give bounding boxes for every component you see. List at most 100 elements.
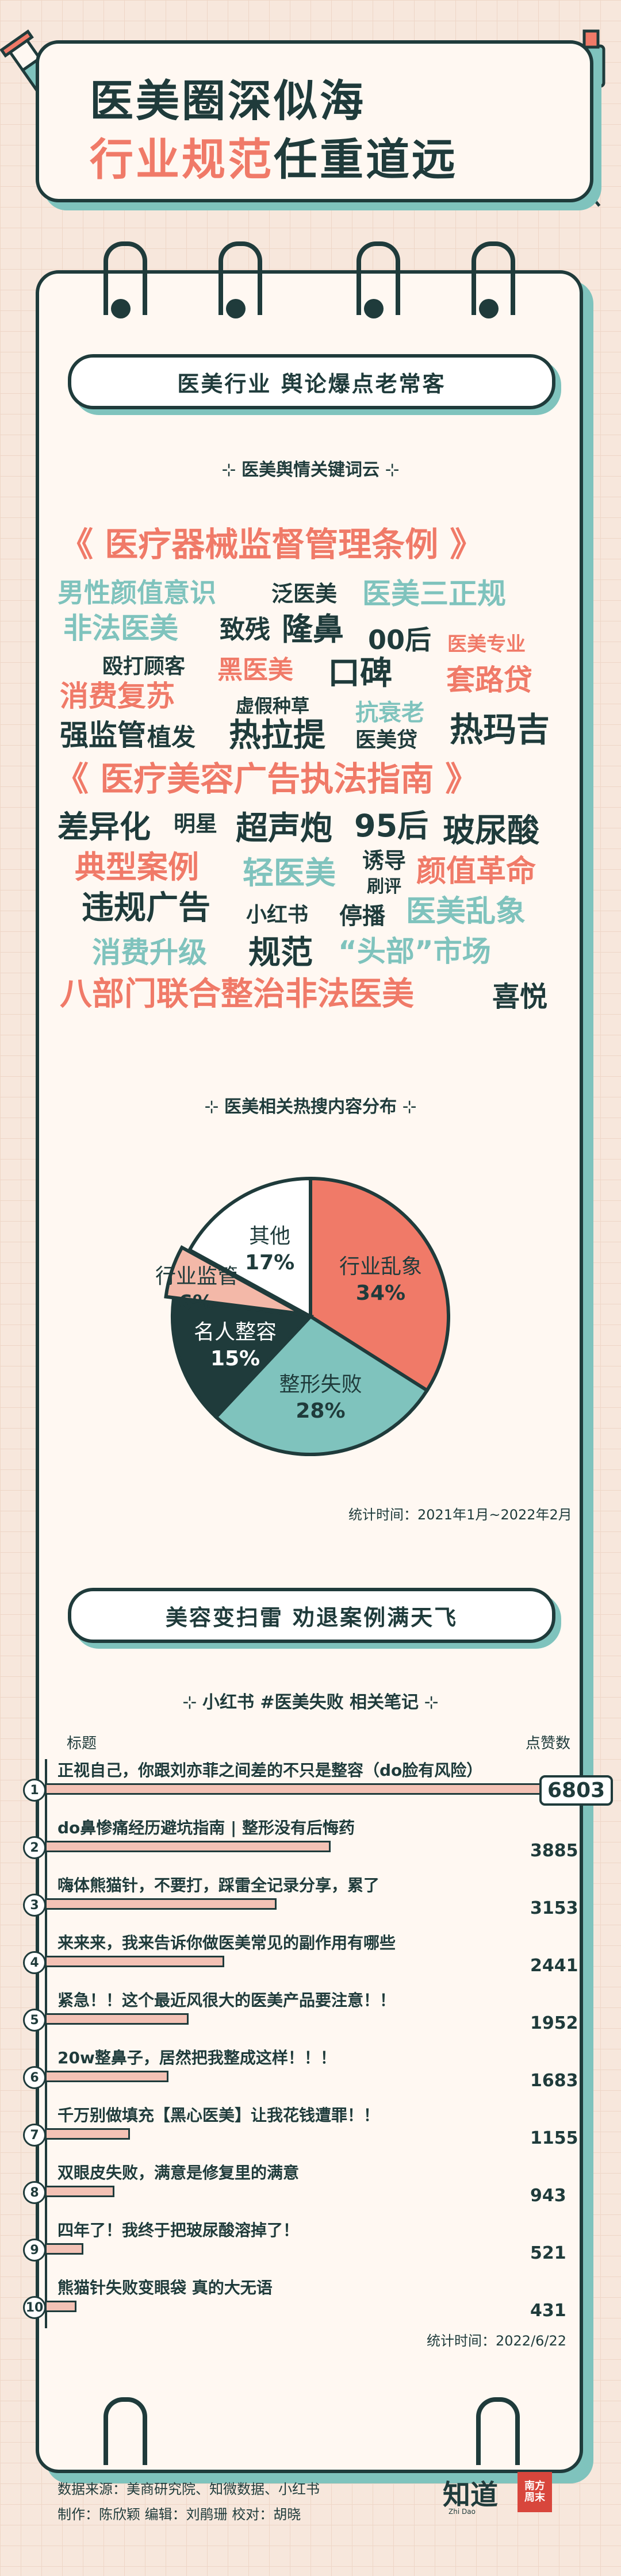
rank-number: 7 [23, 2124, 46, 2147]
pie-slice-label: 行业监管 [155, 1265, 238, 1288]
pie-slice-label: 其他 [249, 1224, 290, 1248]
bar-value: 2441 [530, 1956, 578, 1976]
pie-slice [164, 1245, 304, 1316]
barlist-heading-text: 小红书 #医美失败 相关笔记 [202, 1692, 419, 1713]
pie-heading-text: 医美相关热搜内容分布 [224, 1097, 397, 1117]
ring-hole [364, 299, 384, 318]
bar-title: 双眼皮失败，满意是修复里的满意 [57, 2163, 300, 2182]
page-title-line1: 医美圈深似海 [90, 75, 366, 126]
barlist-stat-time: 统计时间：2022/6/22 [427, 2333, 567, 2349]
cloud-word: 虚假种草 [236, 695, 310, 717]
pie-slice-label: 整形失败 [279, 1373, 362, 1396]
bar-title: 千万别做填充【黑心医美】让我花钱遭罪！！ [57, 2106, 380, 2125]
bar-value: 1683 [530, 2071, 578, 2091]
cloud-word: 超声炮 [236, 810, 332, 847]
zhidao-logo: 知道 [443, 2479, 499, 2511]
binder-ring [356, 241, 400, 315]
binder-ring [476, 2397, 520, 2465]
cloud-word: 典型案例 [75, 849, 199, 885]
binder-ring [218, 241, 262, 315]
cloud-word: 强监管 [60, 719, 146, 752]
bar-value: 3153 [530, 1898, 578, 1918]
pie-slice [171, 1297, 315, 1420]
bar [45, 2186, 114, 2197]
bar-value: 431 [530, 2301, 566, 2321]
cloud-word: 非法医美 [63, 612, 178, 645]
barlist-heading: ⊹ 小红书 #医美失败 相关笔记 ⊹ [182, 1692, 439, 1713]
bar [45, 1956, 225, 1967]
bar-title: 20w整鼻子，居然把我整成这样！！！ [57, 2048, 336, 2067]
binder-ring [471, 241, 515, 315]
cloud-word: 医美专业 [447, 633, 526, 656]
cloud-word: 明星 [174, 811, 218, 836]
cloud-word: 泛医美 [271, 581, 338, 606]
pie-slice-label: 行业乱象 [339, 1255, 422, 1279]
cloud-word: 刷评 [367, 877, 401, 897]
bar [45, 1841, 331, 1852]
bar-value: 6803 [539, 1775, 614, 1806]
ring-hole [226, 299, 246, 318]
bar [45, 2128, 130, 2140]
ring-hole [479, 299, 499, 318]
cloud-word: 隆鼻 [282, 611, 344, 647]
bar-value: 1155 [530, 2128, 578, 2148]
cloud-word: 95后 [354, 808, 429, 844]
bar-title: 熊猫针失败变眼袋 真的大无语 [57, 2278, 273, 2297]
cloud-word: 热玛吉 [450, 710, 550, 749]
cloud-word: “头部”市场 [338, 935, 491, 968]
zhidao-logo-sub: Zhi Dao [448, 2508, 476, 2516]
title-highlight: 行业规范 [90, 134, 274, 185]
col-likes: 点赞数 [526, 1735, 571, 1752]
bar-axis [45, 1759, 47, 2328]
wordcloud-heading-text: 医美舆情关键词云 [241, 460, 379, 480]
wordcloud-heading: ⊹ 医美舆情关键词云 ⊹ [221, 460, 400, 480]
bar-value: 521 [530, 2243, 566, 2263]
bar-title: 四年了！我终于把玻尿酸溶掉了！ [57, 2221, 300, 2240]
bar [45, 1783, 545, 1795]
pie-slice [187, 1176, 312, 1320]
cloud-word: 黑医美 [217, 655, 293, 685]
rank-number: 6 [23, 2066, 46, 2089]
cloud-word: 差异化 [57, 809, 151, 845]
ring-hole [111, 299, 131, 318]
binder-ring [103, 241, 147, 315]
pie-slice-value: 34% [356, 1281, 405, 1305]
cloud-word: 口碑 [328, 655, 392, 692]
bar [45, 1898, 277, 1910]
bar-title: 嗨体熊猫针，不要打，踩雷全记录分享，累了 [57, 1876, 380, 1895]
bar [45, 2301, 77, 2312]
rank-number: 2 [23, 1836, 46, 1859]
binder-ring [103, 2397, 147, 2465]
cloud-word: 医美三正规 [362, 577, 506, 611]
cloud-word: 颜值革命 [416, 854, 536, 889]
cloud-word: 八部门联合整治非法医美 [60, 976, 414, 1013]
cloud-word: 喜悦 [492, 981, 548, 1013]
cloud-word: 医美贷 [355, 728, 418, 752]
cloud-word: 致残 [220, 615, 270, 644]
bar-value: 943 [530, 2186, 566, 2206]
page-title-line2: 行业规范任重道远 [90, 124, 458, 187]
pie-slice-value: 17% [245, 1251, 294, 1274]
cloud-word: 00后 [368, 624, 432, 655]
cloud-word: 玻尿酸 [443, 812, 539, 850]
cloud-word: 轻医美 [243, 855, 336, 891]
title-card: 医美圈深似海 行业规范任重道远 [36, 40, 593, 202]
bar-value: 3885 [530, 1841, 578, 1861]
cloud-word: 《 医疗美容广告执法指南 》 [55, 759, 479, 798]
cloud-word: 抗衰老 [355, 700, 424, 726]
rank-number: 5 [23, 2009, 46, 2032]
bar-title: 来来来，我来告诉你做医美常见的副作用有哪些 [57, 1933, 396, 1952]
nanfang-logo: 南方 周末 [518, 2472, 552, 2512]
rank-number: 9 [23, 2239, 46, 2262]
cloud-word: 规范 [248, 934, 313, 972]
cloud-word: 《 医疗器械监督管理条例 》 [60, 525, 484, 564]
rank-number: 4 [23, 1951, 46, 1974]
cloud-word: 违规广告 [82, 889, 210, 927]
pie-slice-value: 15% [210, 1347, 260, 1370]
section-title-1: 医美行业 舆论爆点老常客 [68, 354, 555, 409]
data-source: 数据来源：美商研究院、知微数据、小红书 [57, 2481, 320, 2497]
pie-slice [213, 1314, 430, 1456]
cloud-word: 停播 [339, 903, 385, 930]
cloud-word: 植发 [147, 723, 196, 751]
